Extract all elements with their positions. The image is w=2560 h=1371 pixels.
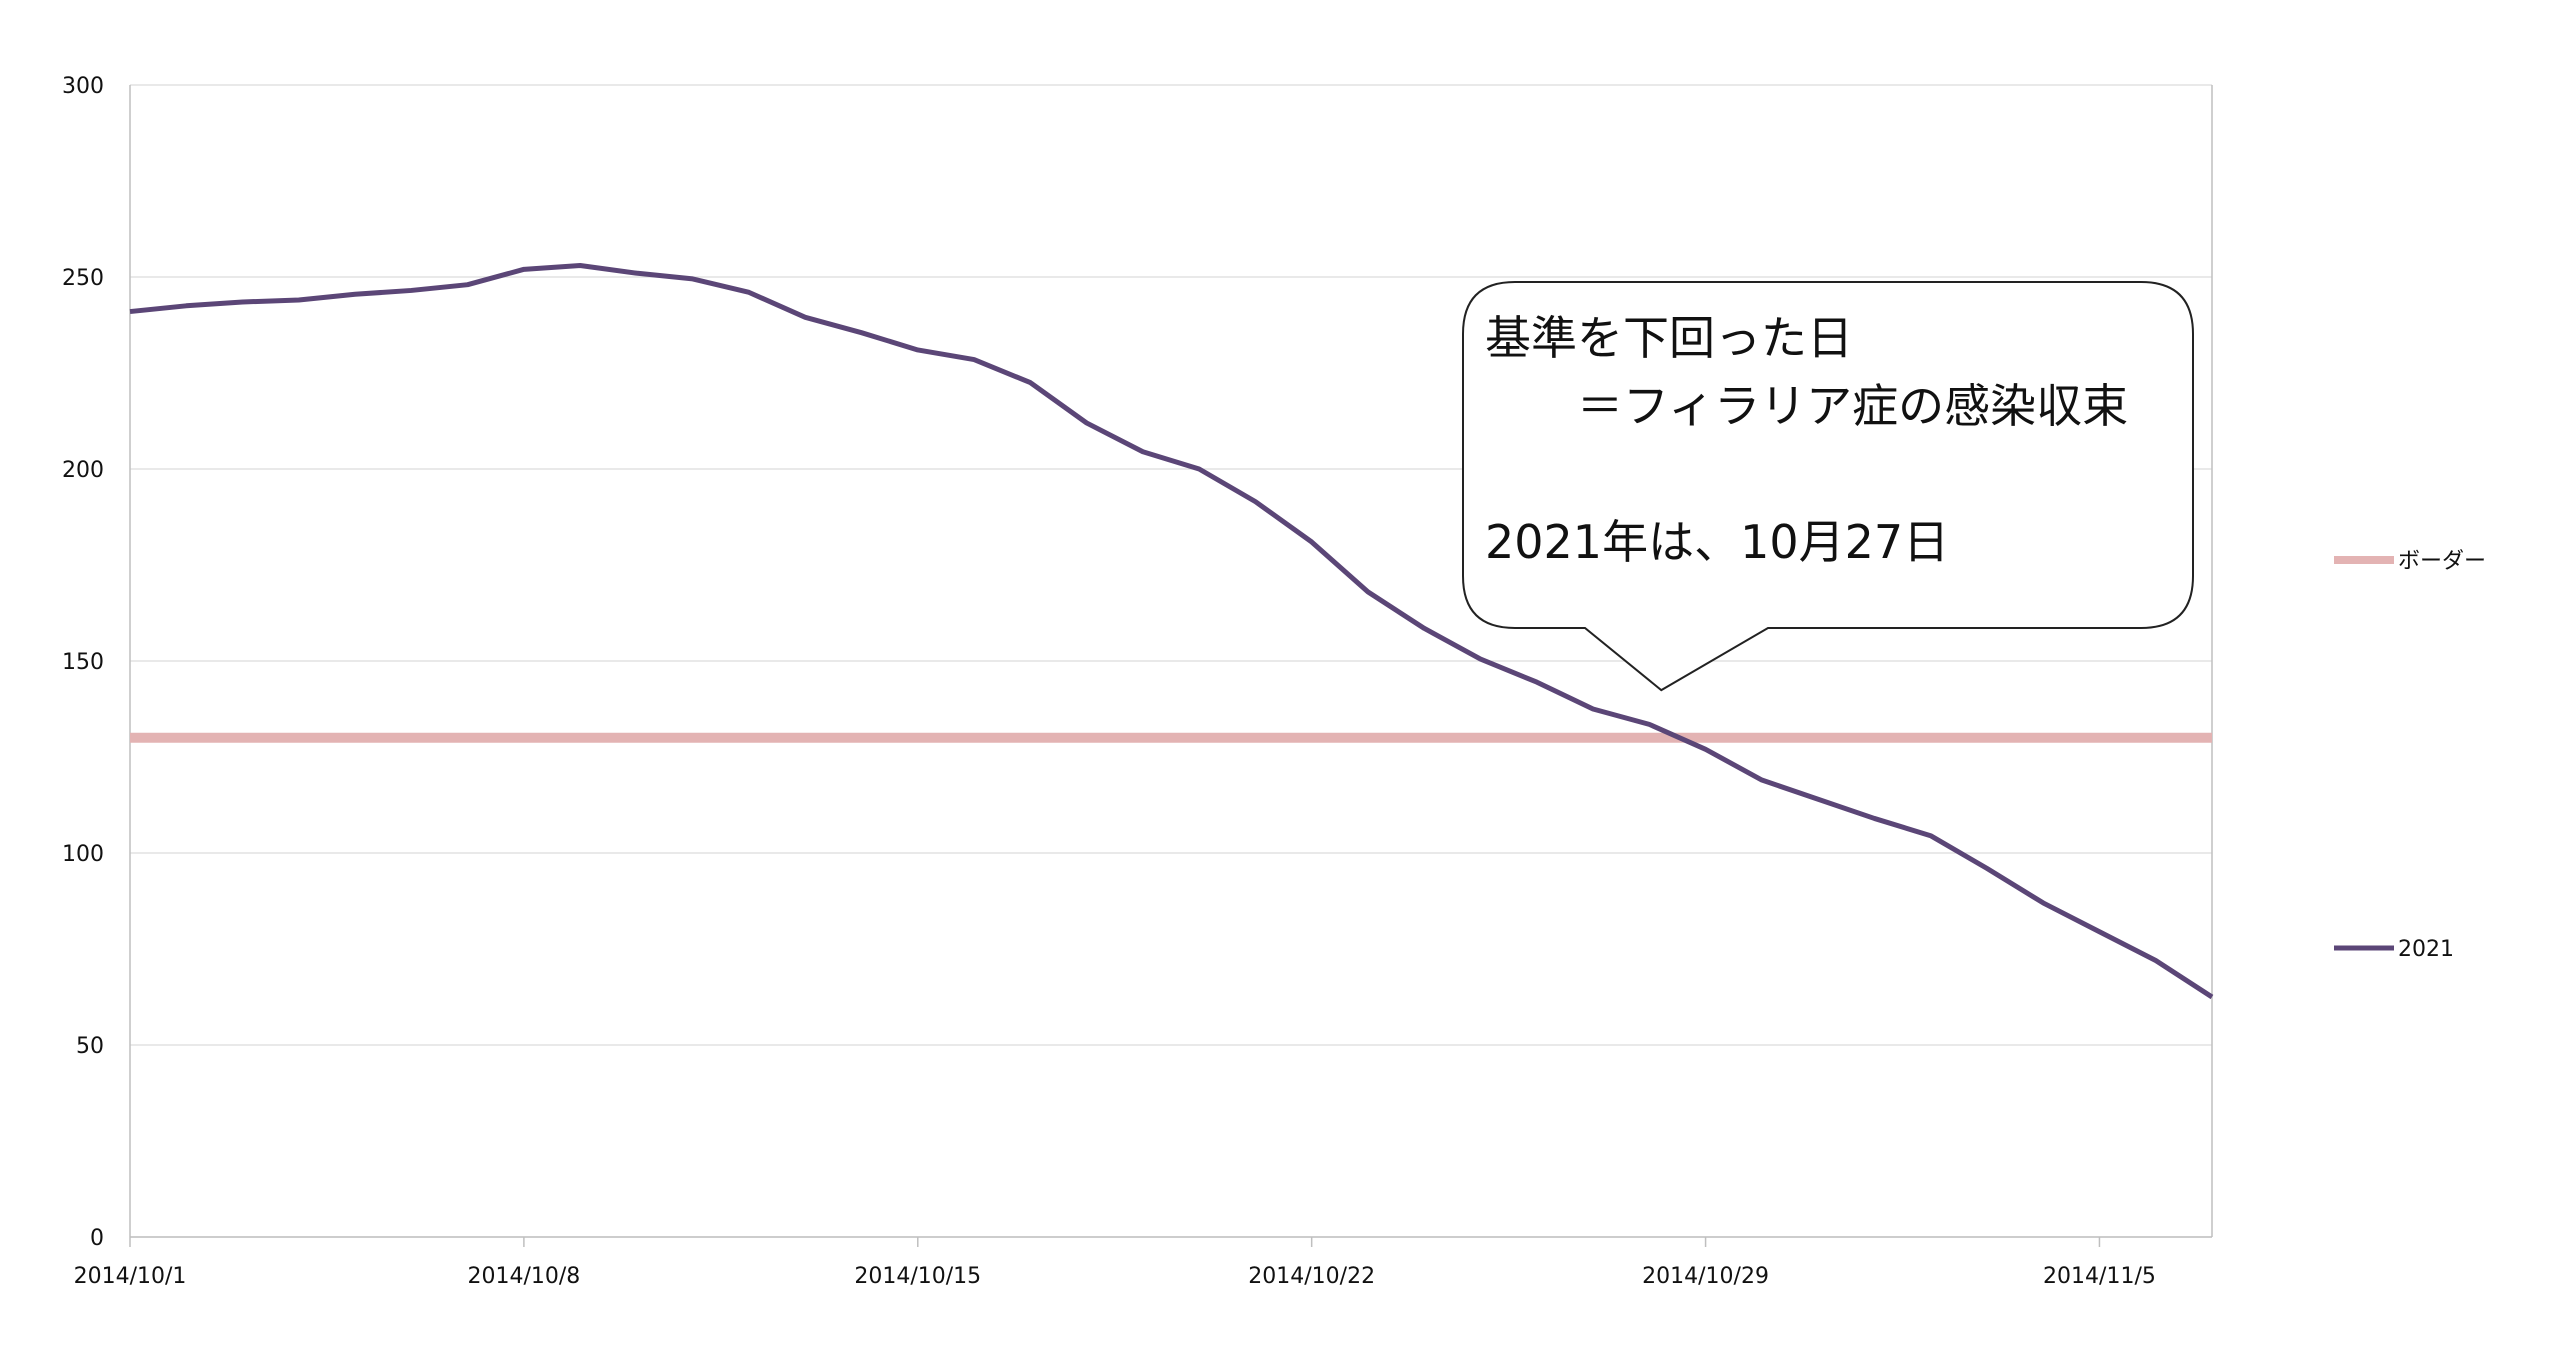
legend-label: ボーダー — [2398, 549, 2486, 574]
legend-label: 2021 — [2398, 937, 2454, 962]
callout-text-line: 基準を下回った日 — [1485, 311, 1853, 365]
legend-entry: ボーダー — [2334, 549, 2486, 574]
callout: 基準を下回った日 ＝フィラリア症の感染収束 2021年は、10月27日 — [1462, 281, 2194, 692]
axes: 0 50 100 150 200 250 300 2014/10/1 2014/10/8 2014… — [62, 74, 2213, 1289]
x-tick-label: 2014/11/5 — [2043, 1264, 2156, 1289]
y-tick-label: 250 — [62, 266, 104, 291]
callout-text-line: 2021年は、10月27日 — [1485, 515, 1949, 569]
x-tick-label: 2014/10/22 — [1248, 1264, 1375, 1289]
x-tick-label: 2014/10/29 — [1642, 1264, 1769, 1289]
x-tick-label: 2014/10/8 — [467, 1264, 580, 1289]
series-line-2021 — [129, 262, 2214, 1000]
x-tick-label: 2014/10/1 — [74, 1264, 187, 1289]
y-tick-label: 200 — [62, 458, 104, 483]
callout-text-line: ＝フィラリア症の感染収束 — [1485, 379, 2128, 433]
callout-bubble — [1462, 281, 2194, 692]
y-tick-label: 100 — [62, 842, 104, 867]
y-tick-label: 50 — [76, 1034, 104, 1059]
legend-entry: 2021 — [2334, 937, 2454, 962]
gridlines — [130, 84, 2212, 1238]
y-tick-label: 0 — [90, 1226, 104, 1251]
legend: ボーダー 2021 — [2334, 549, 2486, 962]
x-tick-label: 2014/10/15 — [854, 1264, 981, 1289]
y-tick-label: 300 — [62, 74, 104, 99]
y-tick-label: 150 — [62, 650, 104, 675]
series-lines — [129, 262, 2214, 1000]
